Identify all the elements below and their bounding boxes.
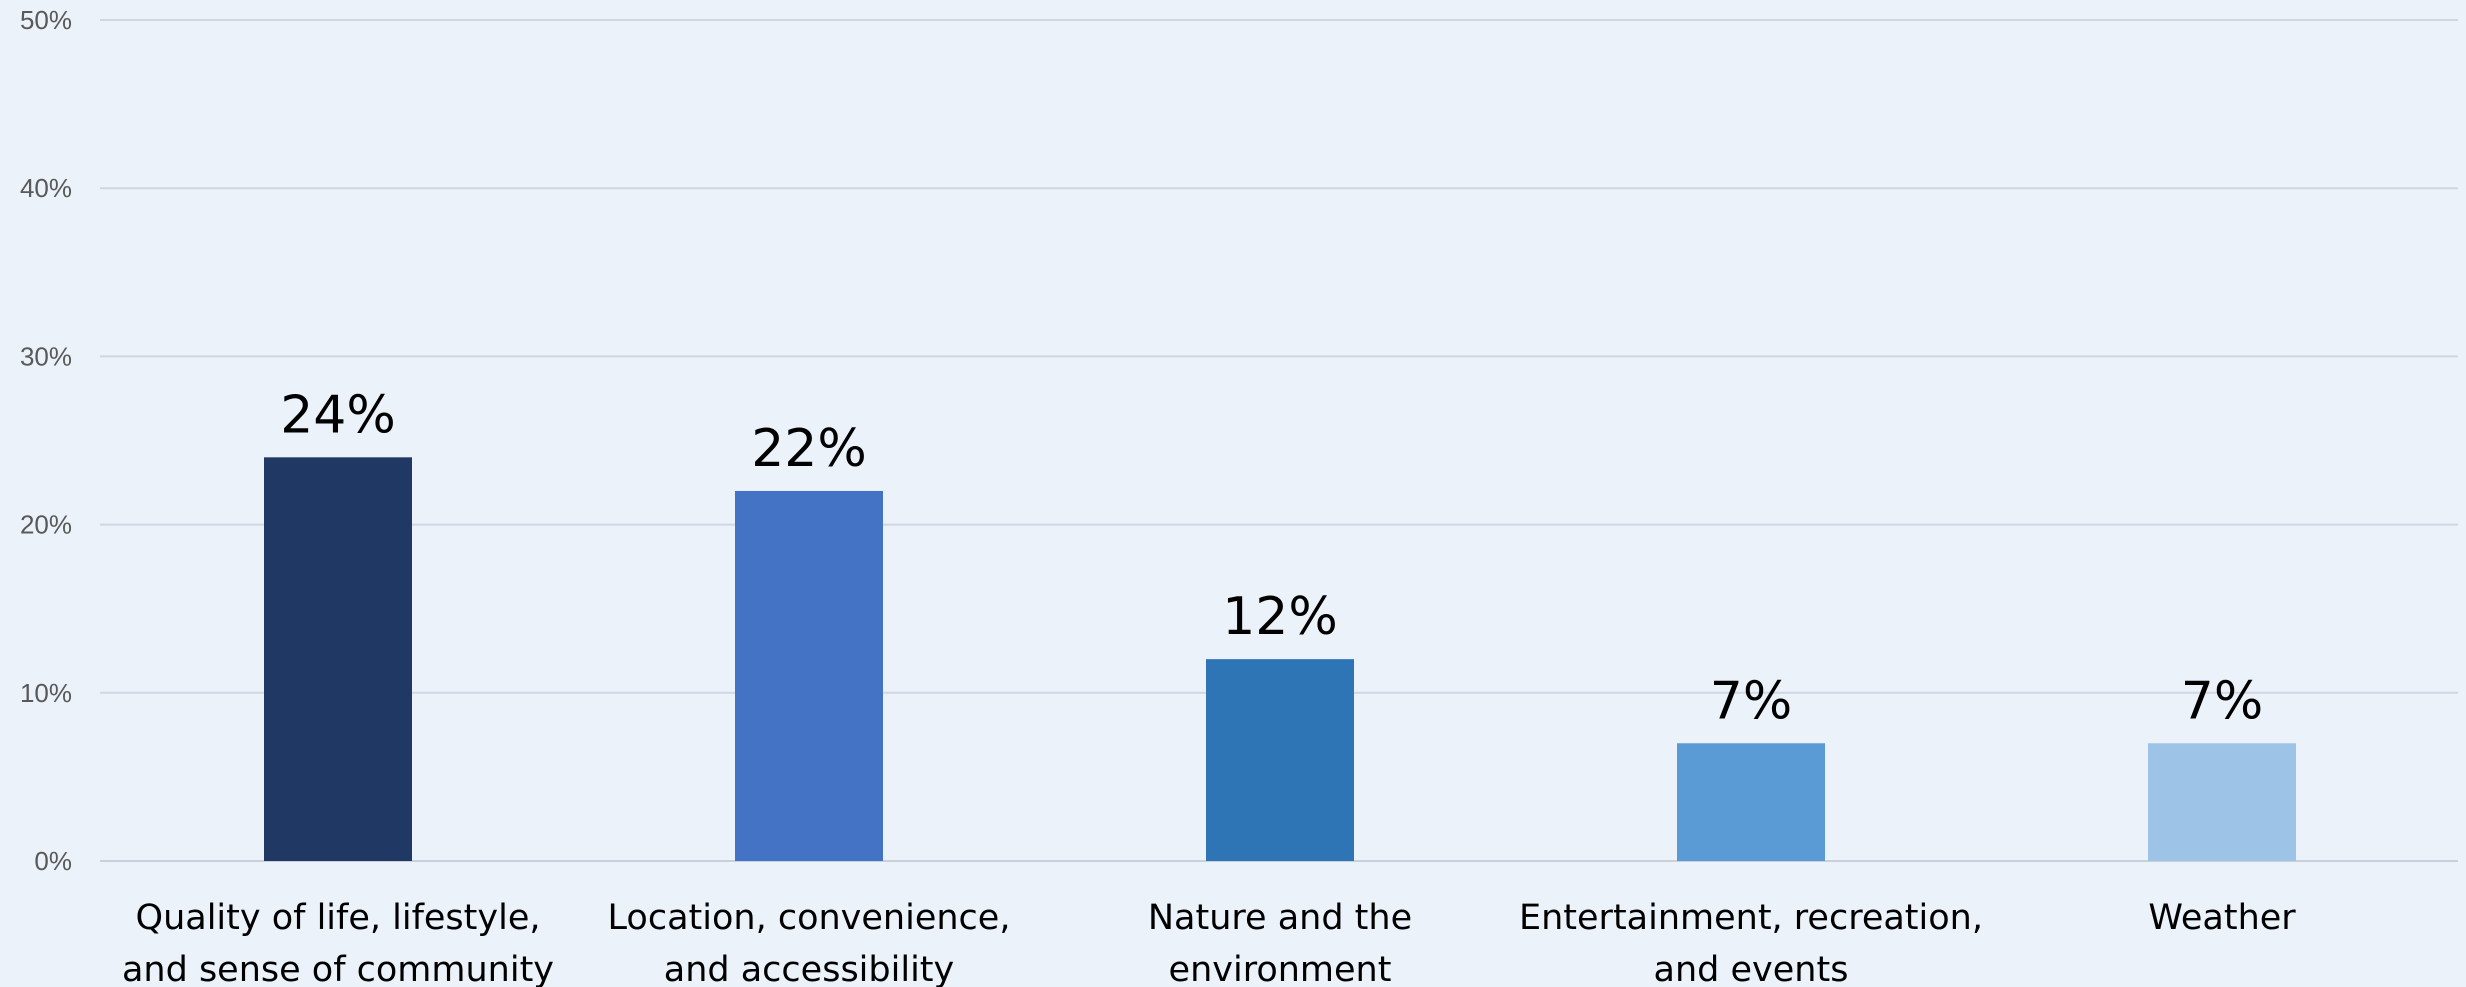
y-tick-label: 20% [20,510,72,540]
y-axis-ticks: 0% 10% 20% 30% 40% 50% [20,5,72,876]
bar [2148,743,2296,861]
y-tick-label: 40% [20,173,72,203]
category-labels: Quality of life, lifestyle, and sense of … [122,898,2296,987]
category-label: Quality of life, lifestyle, and sense of … [122,898,554,987]
bar [264,457,412,861]
data-labels: 24% 22% 12% 7% 7% [280,385,2263,731]
category-label: Location, convenience, and accessibility [608,898,1011,987]
y-tick-label: 0% [34,846,72,876]
y-tick-label: 10% [20,678,72,708]
y-tick-label: 30% [20,341,72,371]
data-label: 24% [280,385,396,445]
bar [1206,659,1354,861]
bar [735,490,883,861]
data-label: 7% [1710,671,1793,731]
y-tick-label: 50% [20,5,72,35]
category-label: Nature and the environment [1148,898,1412,987]
data-label: 12% [1222,587,1338,647]
data-label: 7% [2181,671,2264,731]
bar [1677,743,1825,861]
category-label: Weather [2148,898,2296,938]
gridlines [100,19,2458,862]
bars [264,457,2296,861]
data-label: 22% [751,419,867,479]
category-label: Entertainment, recreation, and events [1519,898,1983,987]
